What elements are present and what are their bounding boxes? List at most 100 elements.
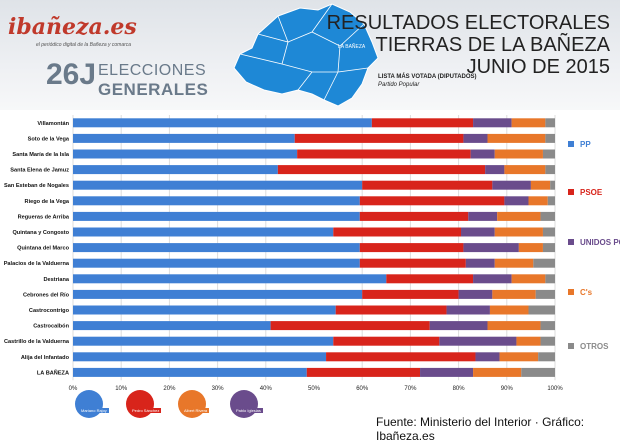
site-logo-subtitle: el periódico digital de la Bañeza y coma… <box>36 42 132 48</box>
bar-segment <box>73 305 336 315</box>
bar-segment <box>294 133 464 143</box>
bar-segment <box>429 321 488 331</box>
candidate-name: Pedro Sánchez <box>130 408 162 413</box>
bar-segment <box>545 118 555 128</box>
bar-segment <box>335 305 447 315</box>
bar-segment <box>468 211 498 221</box>
bar-segment <box>538 352 555 362</box>
bar-segment <box>326 352 476 362</box>
bar-segment <box>545 274 555 284</box>
x-tick-label: 70% <box>404 386 417 392</box>
bar-segment <box>439 336 517 346</box>
party-legend: PP PSOE UNIDOS PODEMOS C's OTROS <box>568 140 620 351</box>
bar-segment <box>492 180 531 190</box>
bar-segment <box>535 289 555 299</box>
bar-segment <box>489 305 529 315</box>
bar-segment <box>306 367 421 377</box>
bar-segment <box>73 118 372 128</box>
category-label: Castrillo de la Valduerna <box>4 339 70 345</box>
bar-segment <box>73 289 363 299</box>
bar-segment <box>547 196 555 206</box>
bar-segment <box>73 211 360 221</box>
bar-segment <box>542 243 555 253</box>
candidate-photo <box>126 390 154 418</box>
title-line-1: RESULTADOS ELECTORALES <box>326 12 610 34</box>
bar-segment <box>359 196 505 206</box>
bar-segment <box>494 258 534 268</box>
election-line2: GENERALES <box>98 80 209 99</box>
bar-segment <box>73 149 298 159</box>
bar-segment <box>528 196 548 206</box>
legend-swatch <box>568 239 574 245</box>
category-label: Santa Elena de Jamuz <box>10 168 69 174</box>
bar-segment <box>277 165 486 175</box>
bar-segment <box>475 352 500 362</box>
category-label: Soto de la Vega <box>28 136 70 142</box>
map-label-la-baneza: LA BAÑEZA <box>338 43 366 50</box>
x-tick-label: 60% <box>356 386 369 392</box>
title-line-2: TIERRAS DE LA BAÑEZA <box>375 34 610 56</box>
bar-segment <box>511 118 546 128</box>
bar-segment <box>530 180 551 190</box>
x-tick-label: 10% <box>115 386 128 392</box>
category-label: Palacios de la Valduerna <box>4 261 70 267</box>
bar-segment <box>473 274 512 284</box>
bar-segment <box>359 258 466 268</box>
legend-label: UNIDOS PODEMOS <box>580 238 620 247</box>
category-label: Quintana y Congosto <box>12 230 69 236</box>
legend-swatch <box>568 141 574 147</box>
category-label: San Esteban de Nogales <box>4 183 69 189</box>
bar-segment <box>504 196 529 206</box>
candidate-name: Albert Rivera <box>182 408 210 413</box>
site-logo[interactable]: ibañeza.es <box>8 14 137 40</box>
candidate-name: Mariano Rajoy <box>79 408 109 413</box>
bar-segment <box>497 211 541 221</box>
category-label: Castrocalbón <box>33 324 69 330</box>
bar-segment <box>492 289 536 299</box>
legend-swatch <box>568 189 574 195</box>
candidate-name: Pablo Iglesias <box>234 408 263 413</box>
bar-segment <box>73 367 307 377</box>
bar-segment <box>470 149 495 159</box>
category-label: LA BAÑEZA <box>37 369 69 376</box>
stacked-bar-chart: 0% 10% 20% 30% 40% 50% 60% 70% 80% 90% 100% Villamo… <box>4 115 563 392</box>
bar-segment <box>73 258 360 268</box>
lista-label: LISTA MÁS VOTADA (DIPUTADOS) <box>378 74 477 80</box>
bar-segment <box>73 196 360 206</box>
bar-segment <box>73 274 387 284</box>
bar-segment <box>540 321 555 331</box>
candidate-photo <box>178 390 206 418</box>
bar-segment <box>359 243 464 253</box>
category-label: Regueras de Arriba <box>18 214 70 220</box>
category-label: Destriana <box>44 277 70 283</box>
bar-segment <box>521 367 555 377</box>
bar-segment <box>550 180 555 190</box>
legend-label: C's <box>580 288 593 297</box>
category-label: Santa María de la Isla <box>12 152 69 158</box>
category-label: Riego de la Vega <box>25 199 70 205</box>
legend-label: PP <box>580 140 591 149</box>
bar-segment <box>540 336 555 346</box>
election-number: 26J <box>46 58 97 91</box>
bar-segment <box>463 133 488 143</box>
x-tick-label: 30% <box>212 386 225 392</box>
bar-segment <box>386 274 474 284</box>
bar-segment <box>333 227 462 237</box>
chart-title: RESULTADOS ELECTORALES TIERRAS DE LA BAÑ… <box>327 12 610 78</box>
source-credit: Fuente: Ministerio del Interior · Gráfic… <box>376 415 585 443</box>
bar-segment <box>362 289 459 299</box>
bar-segment <box>487 321 541 331</box>
bar-segment <box>73 227 334 237</box>
bar-segment <box>473 367 522 377</box>
bar-segment <box>516 336 541 346</box>
category-label: Cebrones del Río <box>23 292 70 298</box>
region-map: LA BAÑEZA <box>233 3 379 107</box>
bar-segment <box>359 211 469 221</box>
bar-segment <box>465 258 495 268</box>
bar-segment <box>542 149 555 159</box>
bar-segment <box>494 227 543 237</box>
bar-segment <box>362 180 493 190</box>
bar-segment <box>446 305 490 315</box>
bar-segment <box>270 321 430 331</box>
election-line1: ELECCIONES <box>98 62 207 79</box>
